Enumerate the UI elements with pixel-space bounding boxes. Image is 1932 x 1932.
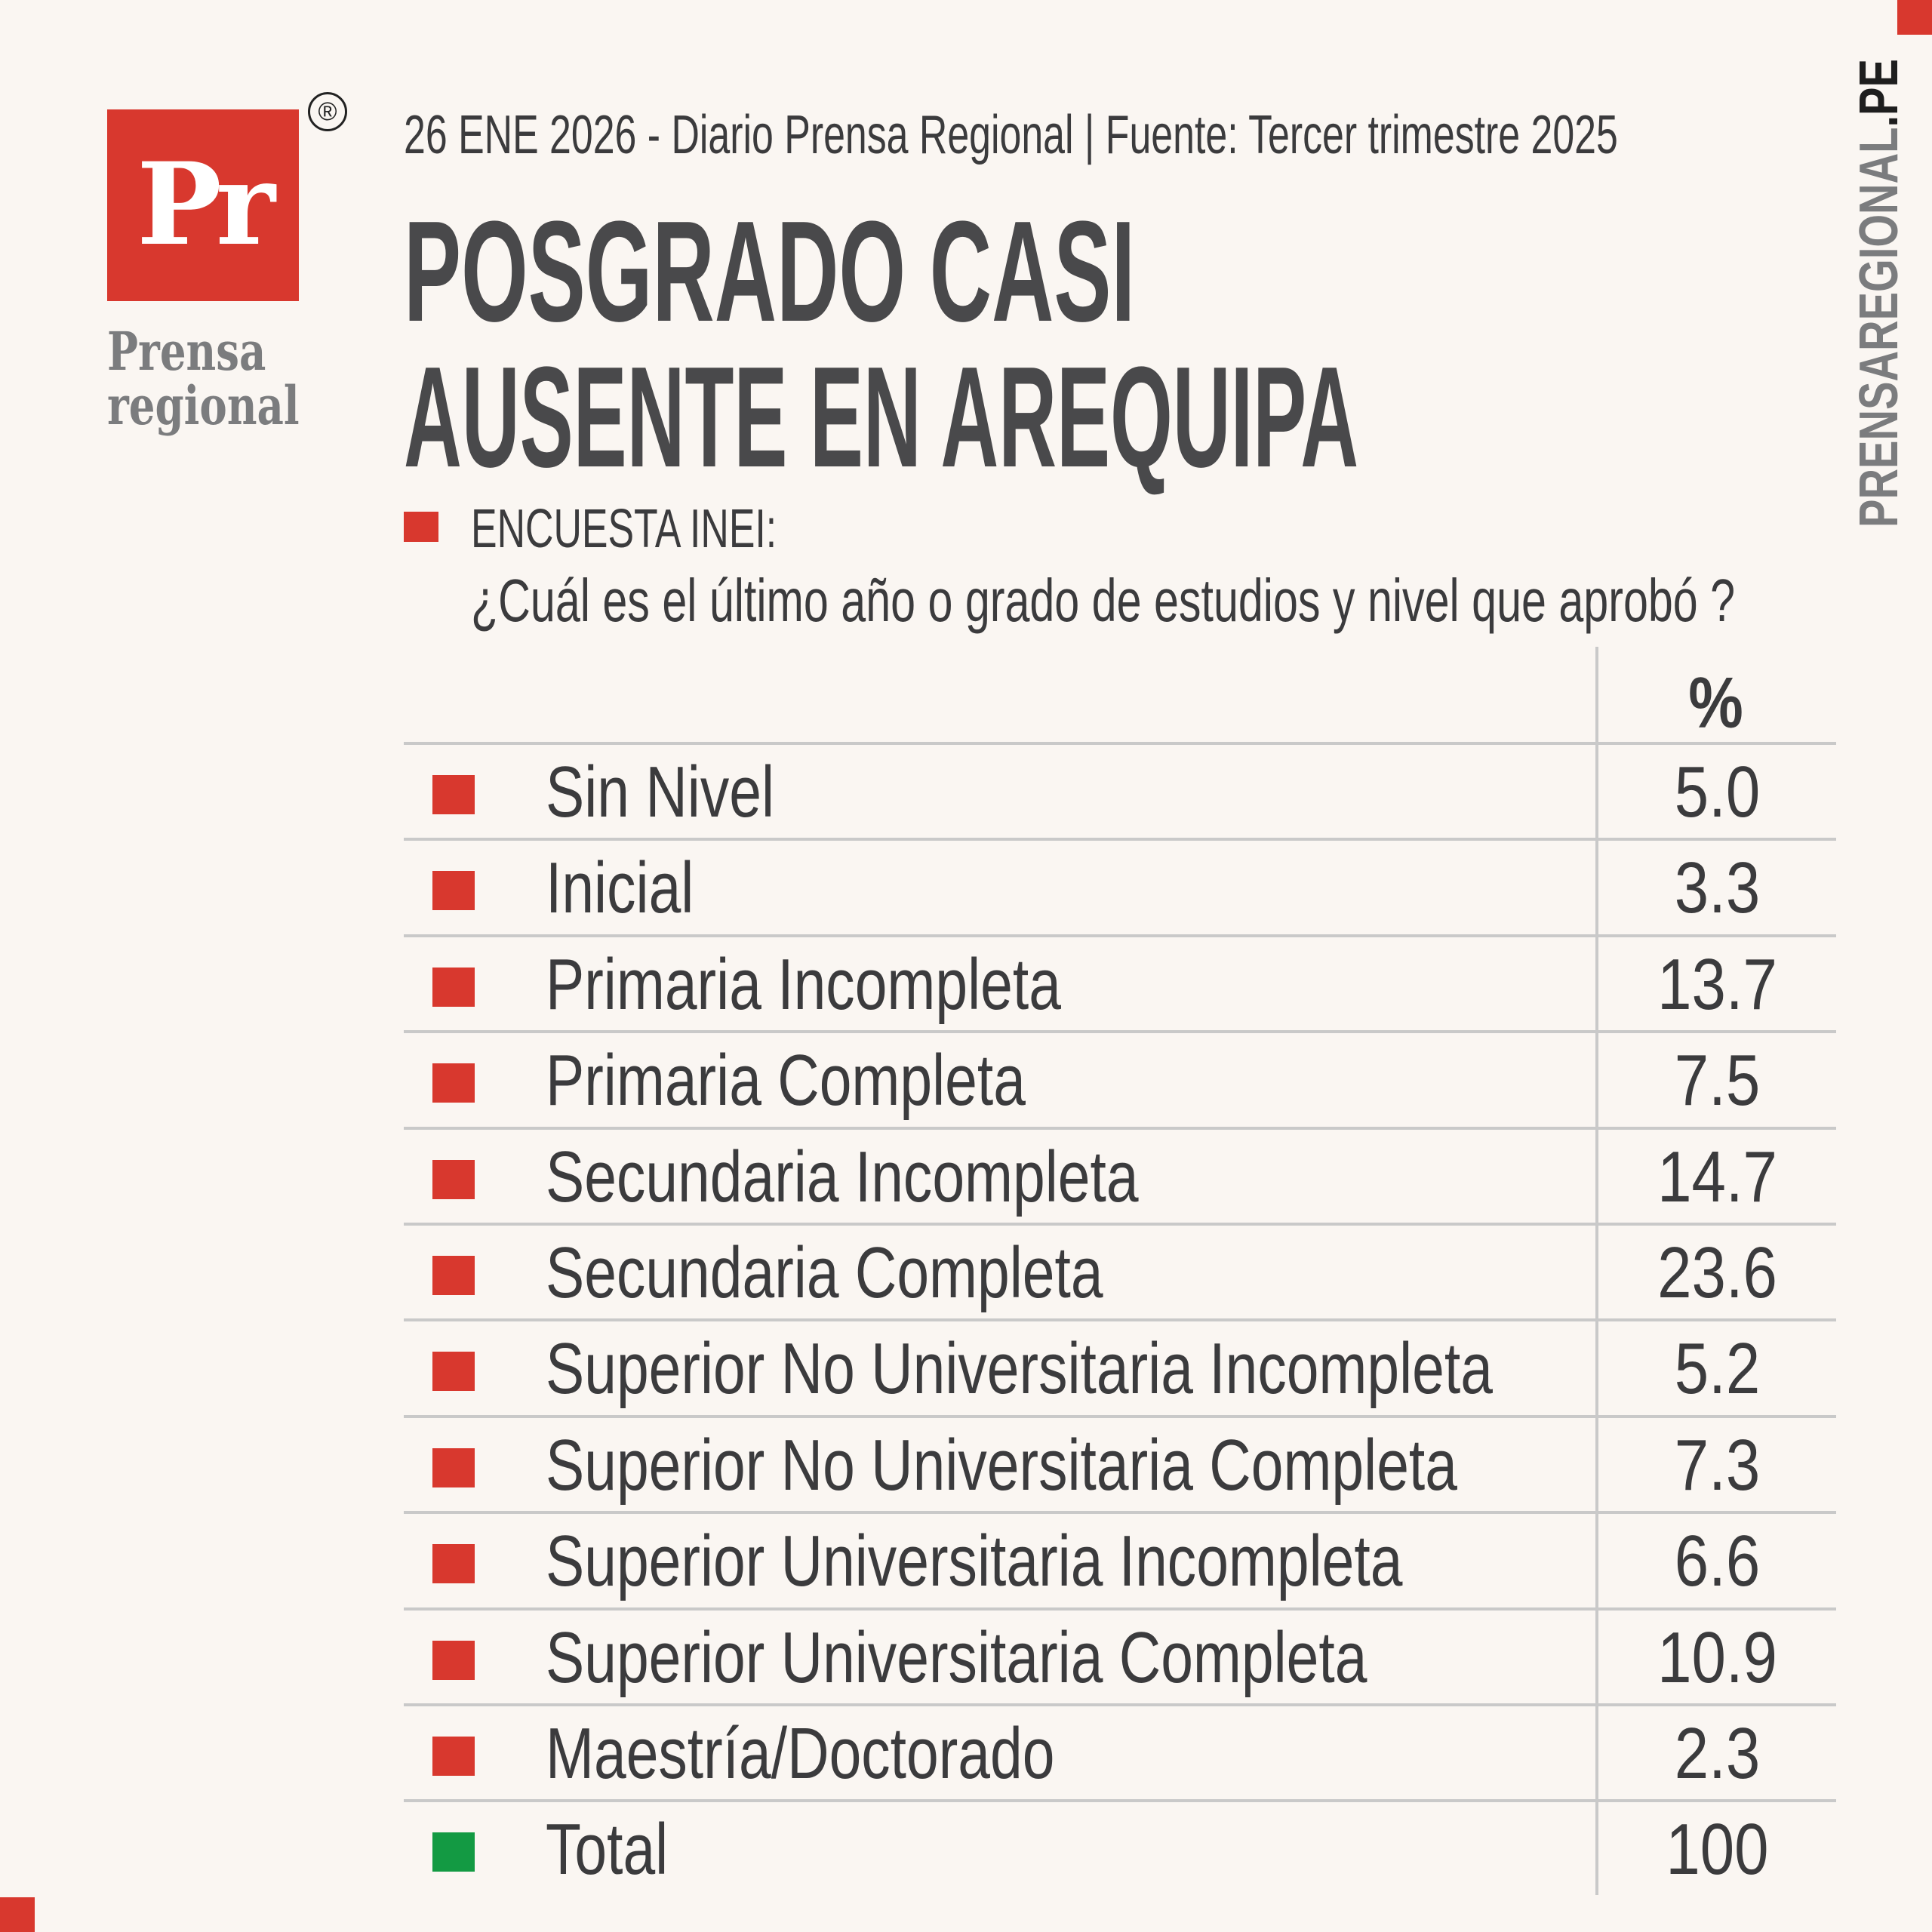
- row-label: Total: [546, 1809, 669, 1890]
- corner-accent-top-right: [1897, 0, 1932, 35]
- row-label: Inicial: [546, 848, 694, 929]
- table-row: Superior No Universitaria Completa 7.3: [404, 1414, 1836, 1511]
- results-table: % Sin Nivel 5.0 Inicial 3.3 Primaria Incompl…: [404, 647, 1836, 1895]
- row-label: Maestría/Doctorado: [546, 1713, 1055, 1794]
- table-row: Maestría/Doctorado 2.3: [404, 1703, 1836, 1799]
- row-label: Sin Nivel: [546, 752, 775, 832]
- registered-mark: ®: [308, 92, 347, 131]
- row-value: 6.6: [1674, 1521, 1761, 1602]
- row-value: 14.7: [1657, 1136, 1777, 1217]
- table-row: Superior No Universitaria Incompleta 5.2: [404, 1318, 1836, 1414]
- logo-word-regional: regional: [107, 374, 300, 437]
- table-row-total: Total 100: [404, 1799, 1836, 1895]
- row-value: 7.5: [1674, 1040, 1761, 1121]
- row-value: 3.3: [1674, 848, 1761, 929]
- table-row: Inicial 3.3: [404, 838, 1836, 934]
- table-row: Superior Universitaria Incompleta 6.6: [404, 1511, 1836, 1607]
- row-label: Superior Universitaria Completa: [546, 1617, 1367, 1698]
- red-square-icon: [432, 1256, 475, 1295]
- table-row: Primaria Incompleta 13.7: [404, 934, 1836, 1030]
- logo-letters: Pr: [137, 138, 275, 271]
- row-value: 10.9: [1657, 1617, 1777, 1698]
- row-value: 5.0: [1674, 752, 1761, 832]
- table-row: Secundaria Completa 23.6: [404, 1223, 1836, 1318]
- row-label: Primaria Incompleta: [546, 943, 1061, 1025]
- title-line-2: AUSENTE EN AREQUIPA: [404, 337, 1359, 497]
- table-row: Superior Universitaria Completa 10.9: [404, 1607, 1836, 1703]
- red-square-icon: [432, 1737, 475, 1776]
- survey-label: ENCUESTA INEI:: [471, 499, 777, 559]
- row-value: 100: [1666, 1809, 1769, 1890]
- green-square-icon: [432, 1832, 475, 1872]
- red-square-icon: [432, 1063, 475, 1103]
- table-row: Sin Nivel 5.0: [404, 742, 1836, 838]
- red-square-icon: [432, 1640, 475, 1680]
- row-label: Superior No Universitaria Incompleta: [546, 1328, 1493, 1410]
- logo-word-prensa: Prensa: [107, 320, 266, 383]
- red-square-icon: [432, 1352, 475, 1392]
- survey-bullet-icon: [404, 512, 438, 542]
- logo-mark: Pr: [107, 109, 299, 301]
- column-divider: [1595, 647, 1598, 1895]
- corner-accent-bottom-left: [0, 1897, 35, 1932]
- row-label: Superior Universitaria Incompleta: [546, 1521, 1403, 1602]
- value-column-header: %: [1688, 663, 1743, 743]
- logo-wordmark: Prensa regional: [107, 325, 353, 433]
- row-value: 7.3: [1674, 1424, 1761, 1506]
- red-square-icon: [432, 1544, 475, 1584]
- red-square-icon: [432, 967, 475, 1007]
- row-label: Secundaria Incompleta: [546, 1136, 1139, 1217]
- row-value: 23.6: [1657, 1232, 1777, 1313]
- table-row: Secundaria Incompleta 14.7: [404, 1126, 1836, 1223]
- dateline: 26 ENE 2026 - Diario Prensa Regional | F…: [404, 105, 1618, 165]
- red-square-icon: [432, 871, 475, 911]
- row-label: Superior No Universitaria Completa: [546, 1424, 1457, 1506]
- table-row: Primaria Completa 7.5: [404, 1030, 1836, 1126]
- row-label: Primaria Completa: [546, 1040, 1026, 1121]
- red-square-icon: [432, 1447, 475, 1487]
- red-square-icon: [432, 775, 475, 814]
- title-line-1: POSGRADO CASI: [404, 192, 1136, 352]
- row-value: 13.7: [1657, 943, 1777, 1025]
- row-value: 2.3: [1674, 1713, 1761, 1794]
- survey-question: ¿Cuál es el último año o grado de estudi…: [471, 567, 1736, 634]
- row-value: 5.2: [1674, 1328, 1761, 1410]
- red-square-icon: [432, 1159, 475, 1199]
- row-label: Secundaria Completa: [546, 1232, 1103, 1313]
